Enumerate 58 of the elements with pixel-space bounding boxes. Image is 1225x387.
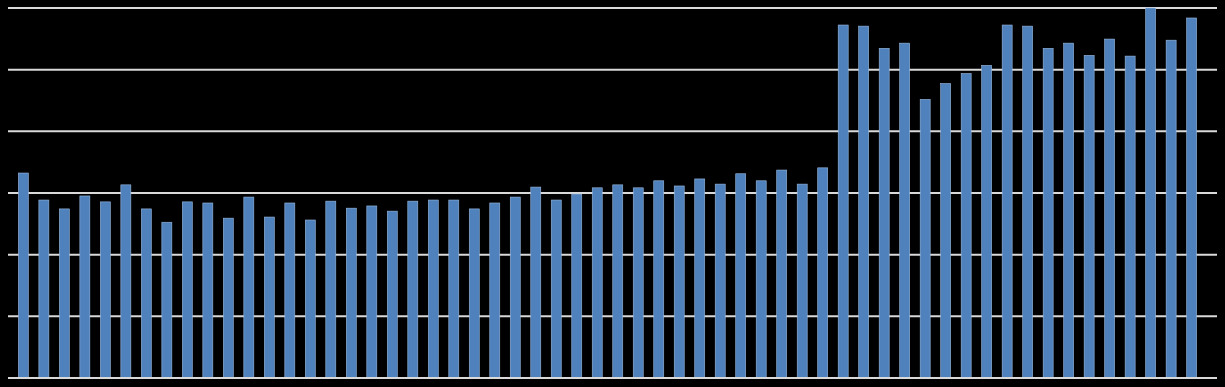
bar bbox=[1186, 17, 1197, 379]
bar bbox=[755, 180, 767, 379]
bar bbox=[1165, 39, 1177, 379]
bar bbox=[632, 187, 644, 379]
bar bbox=[694, 178, 706, 379]
bar bbox=[223, 217, 234, 379]
bar bbox=[79, 195, 91, 379]
bar bbox=[1104, 38, 1115, 379]
bar bbox=[530, 186, 542, 379]
bar bbox=[1145, 7, 1156, 379]
bar bbox=[366, 205, 378, 379]
bar bbox=[1042, 48, 1054, 379]
bar bbox=[612, 184, 624, 379]
bar bbox=[796, 183, 808, 379]
bar bbox=[776, 169, 788, 379]
bar bbox=[509, 196, 521, 379]
bar bbox=[387, 210, 398, 379]
bar bbox=[653, 180, 665, 379]
bar bbox=[202, 202, 214, 379]
bar bbox=[591, 187, 603, 379]
bar bbox=[571, 193, 583, 379]
bar bbox=[141, 208, 152, 379]
bar bbox=[100, 201, 111, 379]
bar bbox=[817, 167, 829, 379]
bar bbox=[837, 24, 849, 379]
bar bbox=[427, 199, 439, 379]
bar bbox=[182, 201, 193, 379]
bar bbox=[489, 202, 501, 379]
bar bbox=[264, 216, 275, 379]
bar bbox=[59, 208, 70, 379]
bar bbox=[468, 208, 480, 379]
bar bbox=[735, 173, 747, 379]
bar bbox=[858, 25, 869, 379]
bar bbox=[407, 200, 419, 379]
bar bbox=[899, 42, 910, 379]
bar bbox=[120, 184, 132, 379]
bar bbox=[714, 183, 726, 379]
bar bbox=[38, 199, 50, 379]
bar bbox=[1022, 25, 1033, 379]
bar bbox=[1001, 24, 1013, 379]
bar bbox=[960, 73, 972, 379]
bar bbox=[448, 199, 460, 379]
bar bbox=[981, 65, 992, 379]
bar bbox=[346, 207, 357, 379]
bar bbox=[1063, 42, 1074, 379]
bar bbox=[940, 83, 951, 379]
bar bbox=[1083, 55, 1095, 379]
bar bbox=[919, 99, 931, 379]
bar bbox=[243, 196, 255, 379]
bar bbox=[878, 48, 890, 379]
bar bbox=[305, 219, 316, 379]
bar bbox=[18, 172, 29, 379]
bar bbox=[673, 185, 685, 379]
bar bbox=[161, 221, 173, 379]
bar bbox=[325, 200, 337, 379]
bar bbox=[1124, 55, 1136, 379]
bar bbox=[284, 202, 296, 379]
bar bbox=[550, 199, 562, 379]
